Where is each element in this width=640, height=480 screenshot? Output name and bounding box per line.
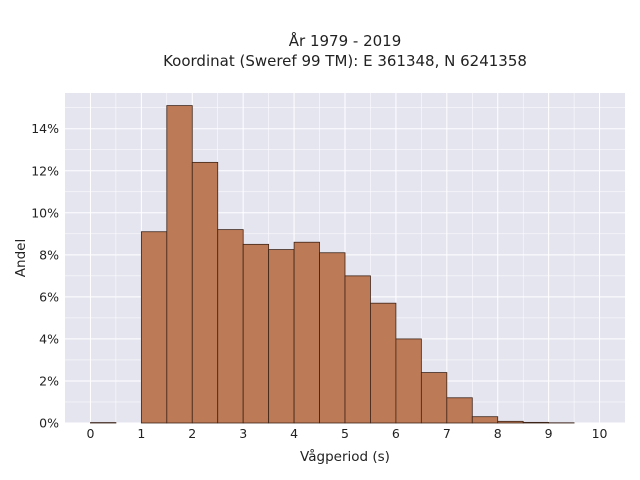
y-tick-label: 6% [39, 289, 59, 304]
y-tick-label: 12% [31, 163, 59, 178]
chart-subtitle: Koordinat (Sweref 99 TM): E 361348, N 62… [163, 52, 527, 70]
x-axis-label: Vågperiod (s) [300, 448, 390, 465]
x-tick-label: 7 [443, 426, 451, 441]
x-tick-label: 10 [592, 426, 608, 441]
histogram-bar [370, 302, 397, 424]
histogram-bar [242, 243, 270, 424]
histogram-bar [446, 397, 473, 424]
histogram-bar [420, 372, 448, 424]
histogram-bar [522, 421, 550, 424]
histogram-bars [90, 105, 575, 424]
x-tick-label: 5 [341, 426, 349, 441]
x-tick-label: 3 [239, 426, 247, 441]
y-axis-label: Andel [13, 239, 29, 277]
x-tick-label: 4 [290, 426, 298, 441]
x-tick-label: 8 [494, 426, 502, 441]
y-tick-label: 2% [39, 373, 59, 388]
x-tick-label: 2 [188, 426, 196, 441]
x-tick-label: 1 [137, 426, 145, 441]
histogram-bar [395, 338, 422, 424]
histogram-bar [497, 420, 524, 424]
x-tick-label: 0 [86, 426, 94, 441]
y-tick-label: 14% [31, 121, 59, 136]
histogram-bar [217, 229, 244, 424]
x-axis-ticks: 0 1 2 3 4 5 6 7 8 9 10 [86, 426, 607, 441]
histogram-bar [191, 161, 219, 424]
chart-title: År 1979 - 2019 [289, 31, 402, 50]
x-tick-label: 6 [392, 426, 400, 441]
histogram-bar [268, 249, 295, 424]
x-tick-label: 9 [545, 426, 553, 441]
histogram-bar [166, 105, 193, 424]
histogram-bar [293, 241, 320, 424]
histogram-bar [319, 252, 346, 424]
y-tick-label: 8% [39, 247, 59, 262]
y-tick-label: 4% [39, 331, 59, 346]
histogram-bar [471, 416, 499, 424]
y-axis-ticks: 0% 2% 4% 6% 8% 10% 12% 14% [31, 121, 59, 430]
histogram-bar [344, 275, 371, 424]
y-tick-label: 10% [31, 205, 59, 220]
y-tick-label: 0% [39, 416, 59, 431]
histogram-bar [140, 231, 168, 424]
